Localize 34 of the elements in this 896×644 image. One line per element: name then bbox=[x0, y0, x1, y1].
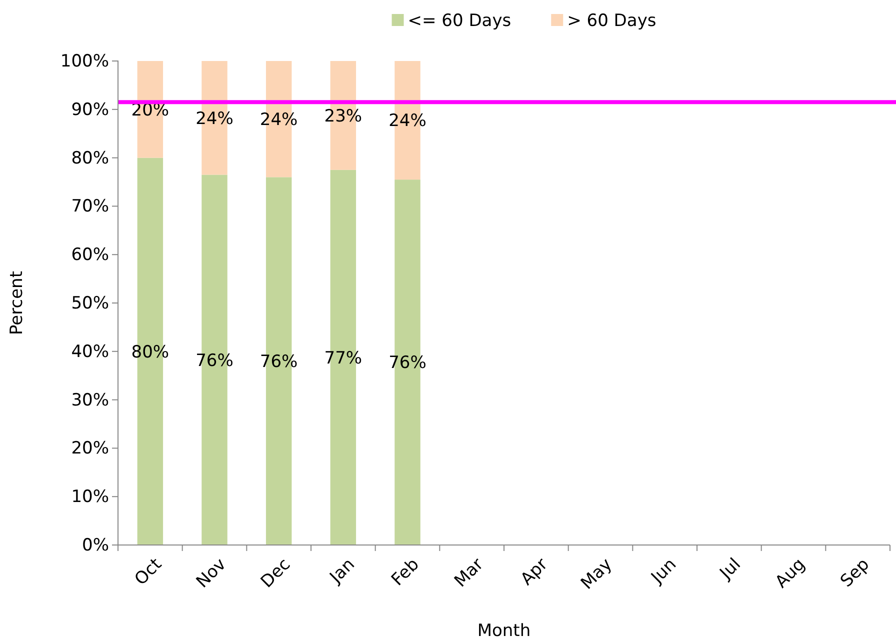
x-axis-title: Month bbox=[477, 621, 531, 641]
y-tick-label: 60% bbox=[71, 245, 109, 266]
data-label: 24% bbox=[260, 110, 298, 130]
data-label: 76% bbox=[260, 352, 298, 372]
data-label: 23% bbox=[324, 106, 362, 126]
y-tick-label: 0% bbox=[82, 535, 109, 556]
x-tick-label: Jun bbox=[646, 554, 681, 588]
data-label: 24% bbox=[196, 108, 234, 129]
legend-label: <= 60 Days bbox=[408, 10, 512, 31]
data-label: 80% bbox=[131, 342, 170, 362]
y-tick-label: 20% bbox=[71, 438, 109, 459]
x-tick-label: Jul bbox=[716, 554, 745, 584]
data-label: 76% bbox=[388, 353, 426, 374]
x-tick-label: Oct bbox=[130, 554, 166, 590]
data-label: 77% bbox=[324, 348, 362, 368]
y-tick-label: 100% bbox=[60, 51, 109, 72]
x-tick-label: Apr bbox=[516, 554, 552, 590]
y-tick-label: 80% bbox=[71, 148, 109, 168]
legend-label: > 60 Days bbox=[567, 10, 656, 31]
data-label: 76% bbox=[196, 350, 234, 371]
x-tick-label: Sep bbox=[836, 554, 874, 592]
y-axis-title: Percent bbox=[7, 270, 27, 335]
y-tick-label: 90% bbox=[71, 100, 109, 120]
y-tick-label: 30% bbox=[71, 390, 109, 410]
x-tick-label: Nov bbox=[192, 554, 230, 592]
y-tick-label: 70% bbox=[71, 196, 109, 217]
data-label: 24% bbox=[388, 111, 426, 132]
x-tick-label: Jan bbox=[326, 554, 359, 588]
y-tick-label: 10% bbox=[71, 487, 109, 508]
x-tick-label: Mar bbox=[450, 554, 488, 592]
x-tick-label: Feb bbox=[388, 554, 424, 590]
y-tick-label: 40% bbox=[71, 342, 109, 362]
y-tick-label: 50% bbox=[71, 293, 109, 314]
x-tick-label: Dec bbox=[257, 554, 295, 592]
